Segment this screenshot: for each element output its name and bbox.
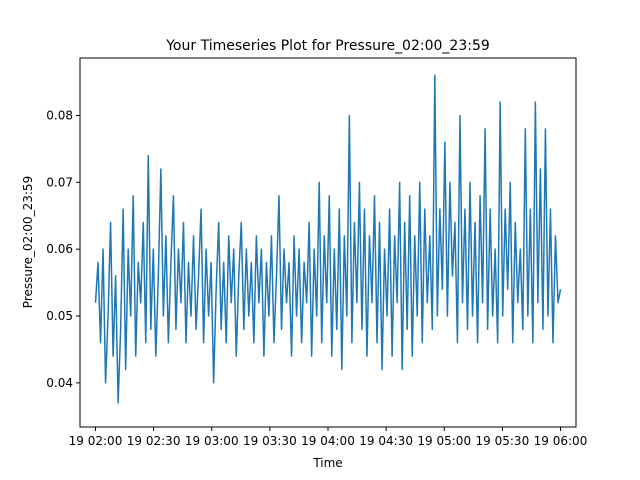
chart-title: Your Timeseries Plot for Pressure_02:00_… <box>165 38 490 54</box>
x-tick-label: 19 06:00 <box>534 434 588 448</box>
x-tick-label: 19 02:30 <box>127 434 181 448</box>
x-tick-label: 19 03:30 <box>243 434 297 448</box>
y-tick-label: 0.06 <box>46 242 73 256</box>
y-tick-label: 0.07 <box>46 175 73 189</box>
plot-area <box>94 74 562 404</box>
x-tick-label: 19 02:00 <box>69 434 123 448</box>
x-tick-label: 19 05:30 <box>476 434 530 448</box>
x-axis-label: Time <box>312 456 342 470</box>
y-axis: 0.04 0.05 0.06 0.07 0.08 <box>46 108 80 390</box>
x-tick-label: 19 04:30 <box>359 434 413 448</box>
series-line-0 <box>94 74 562 404</box>
y-tick-label: 0.08 <box>46 108 73 122</box>
x-tick-label: 19 05:00 <box>417 434 471 448</box>
y-tick-label: 0.05 <box>46 309 73 323</box>
x-axis: 19 02:00 19 02:30 19 03:00 19 03:30 19 04:00… <box>69 427 588 448</box>
y-tick-label: 0.04 <box>46 376 73 390</box>
x-tick-label: 19 03:00 <box>185 434 239 448</box>
x-tick-label: 19 04:00 <box>301 434 355 448</box>
y-axis-label: Pressure_02:00_23:59 <box>21 176 35 308</box>
